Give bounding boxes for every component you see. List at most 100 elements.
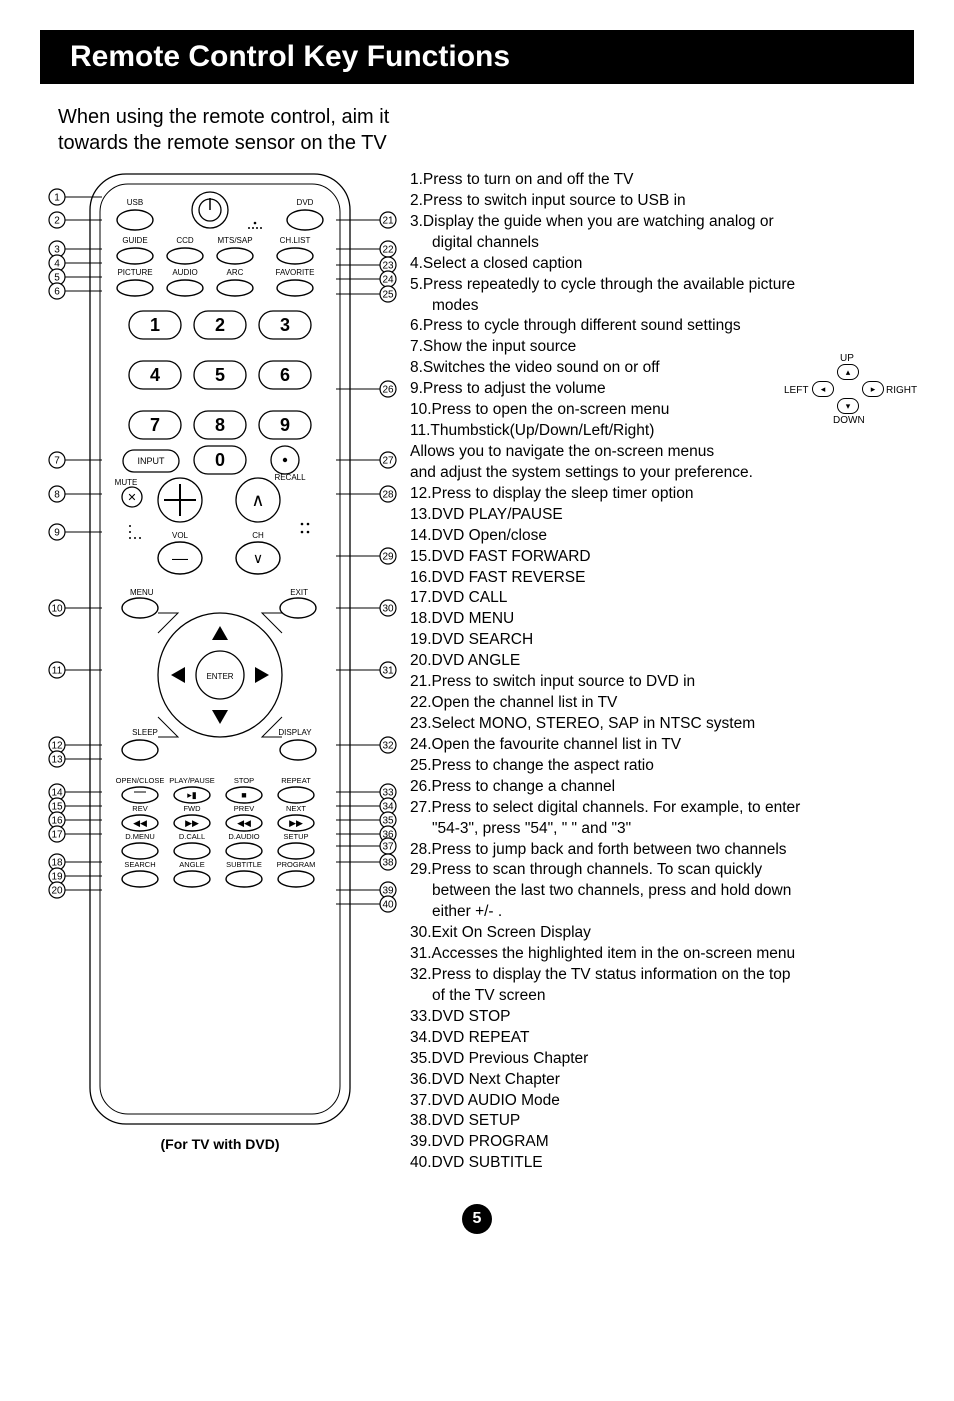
svg-text:9: 9 (280, 415, 290, 435)
svg-text:D.MENU: D.MENU (125, 832, 155, 841)
svg-text:38: 38 (382, 858, 394, 869)
svg-text:∨: ∨ (253, 550, 263, 566)
svg-text:DVD: DVD (297, 198, 314, 207)
desc-item: 17.DVD CALL (410, 588, 914, 609)
svg-text:25: 25 (382, 290, 394, 301)
svg-text:INPUT: INPUT (138, 456, 166, 466)
desc-item: 14.DVD Open/close (410, 526, 914, 547)
desc-item: 39.DVD PROGRAM (410, 1132, 914, 1153)
svg-text:DISPLAY: DISPLAY (278, 728, 312, 737)
desc-item: 2.Press to switch input source to USB in (410, 191, 914, 212)
svg-text:8: 8 (54, 490, 60, 501)
intro-line-2: towards the remote sensor on the TV (58, 132, 387, 154)
svg-text:◀◀: ◀◀ (237, 818, 251, 828)
svg-text:∧: ∧ (251, 490, 264, 510)
desc-item: 20.DVD ANGLE (410, 651, 914, 672)
svg-text:1: 1 (54, 193, 60, 204)
svg-text:12: 12 (51, 741, 63, 752)
desc-item: 19.DVD SEARCH (410, 630, 914, 651)
desc-item: 36.DVD Next Chapter (410, 1070, 914, 1091)
svg-text:35: 35 (382, 816, 394, 827)
desc-item: 25.Press to change the aspect ratio (410, 756, 914, 777)
thumb-left-icon: ◂ (812, 381, 834, 397)
desc-item: 27.Press to select digital channels. For… (410, 798, 914, 840)
svg-text:◀◀: ◀◀ (133, 818, 147, 828)
desc-item: 33.DVD STOP (410, 1007, 914, 1028)
svg-text:SLEEP: SLEEP (132, 728, 158, 737)
svg-text:▶▶: ▶▶ (185, 818, 199, 828)
svg-text:5: 5 (215, 365, 225, 385)
svg-text:32: 32 (382, 741, 394, 752)
svg-text:21: 21 (382, 216, 394, 227)
desc-item: 37.DVD AUDIO Mode (410, 1091, 914, 1112)
svg-text:▶▶: ▶▶ (289, 818, 303, 828)
svg-text:STOP: STOP (234, 776, 254, 785)
page-number: 5 (473, 1210, 482, 1228)
thumb-up-icon: ▴ (837, 364, 859, 380)
svg-text:22: 22 (382, 245, 394, 256)
svg-text:PREV: PREV (234, 804, 254, 813)
page-number-badge: 5 (462, 1204, 492, 1234)
svg-text:31: 31 (382, 666, 394, 677)
svg-text:18: 18 (51, 858, 63, 869)
intro-text: When using the remote control, aim it to… (58, 104, 914, 156)
svg-text:10: 10 (51, 604, 63, 615)
svg-text:40: 40 (382, 900, 394, 911)
desc-item: 13.DVD PLAY/PAUSE (410, 505, 914, 526)
svg-text:✕: ✕ (127, 492, 136, 504)
svg-text:VOL: VOL (172, 531, 189, 540)
svg-text:USB: USB (127, 198, 143, 207)
desc-item: 3.Display the guide when you are watchin… (410, 212, 914, 254)
svg-text:MENU: MENU (130, 588, 154, 597)
svg-text:14: 14 (51, 788, 63, 799)
svg-text:28: 28 (382, 490, 394, 501)
remote-diagram: USBDVDGUIDECCDMTS/SAPCH.LISTPICTUREAUDIO… (40, 170, 400, 1152)
svg-text:▸▮: ▸▮ (187, 790, 197, 800)
svg-text:CH.LIST: CH.LIST (280, 236, 311, 245)
svg-text:MUTE: MUTE (115, 478, 138, 487)
svg-text:23: 23 (382, 261, 394, 272)
svg-text:4: 4 (150, 365, 160, 385)
intro-line-1: When using the remote control, aim it (58, 106, 389, 128)
desc-item: 31.Accesses the highlighted item in the … (410, 944, 914, 965)
thumb-right-icon: ▸ (862, 381, 884, 397)
desc-item: 1.Press to turn on and off the TV (410, 170, 914, 191)
svg-text:29: 29 (382, 552, 394, 563)
svg-text:D.AUDIO: D.AUDIO (228, 832, 259, 841)
svg-text:4: 4 (54, 259, 60, 270)
desc-item: 16.DVD FAST REVERSE (410, 568, 914, 589)
remote-svg: USBDVDGUIDECCDMTS/SAPCH.LISTPICTUREAUDIO… (40, 170, 400, 1130)
svg-text:6: 6 (54, 287, 60, 298)
svg-text:20: 20 (51, 886, 63, 897)
desc-item: 32.Press to display the TV status inform… (410, 965, 914, 1007)
desc-item: 30.Exit On Screen Display (410, 923, 914, 944)
svg-text:34: 34 (382, 802, 394, 813)
svg-text:FWD: FWD (183, 804, 201, 813)
svg-text:6: 6 (280, 365, 290, 385)
desc-item: 38.DVD SETUP (410, 1111, 914, 1132)
svg-text:CCD: CCD (176, 236, 194, 245)
svg-text:33: 33 (382, 788, 394, 799)
svg-text:FAVORITE: FAVORITE (276, 268, 315, 277)
desc-item: 28.Press to jump back and forth between … (410, 840, 914, 861)
svg-text:■: ■ (241, 790, 246, 800)
svg-text:17: 17 (51, 830, 63, 841)
page-title: Remote Control Key Functions (40, 30, 914, 84)
thumb-down-label: DOWN (833, 414, 865, 428)
description-list: 1.Press to turn on and off the TV2.Press… (400, 170, 914, 1174)
desc-item: 4.Select a closed caption (410, 254, 914, 275)
desc-item: 15.DVD FAST FORWARD (410, 547, 914, 568)
desc-item: 21.Press to switch input source to DVD i… (410, 672, 914, 693)
svg-text:9: 9 (54, 528, 60, 539)
svg-text:PROGRAM: PROGRAM (277, 860, 316, 869)
thumb-left-label: LEFT (784, 384, 808, 398)
svg-text:2: 2 (215, 315, 225, 335)
svg-text:7: 7 (54, 456, 60, 467)
svg-text:27: 27 (382, 456, 394, 467)
desc-item: Allows you to navigate the on-screen men… (410, 442, 914, 463)
svg-text:ARC: ARC (227, 268, 244, 277)
svg-text:30: 30 (382, 604, 394, 615)
desc-item: 6.Press to cycle through different sound… (410, 316, 914, 337)
thumb-right-label: RIGHT (886, 384, 917, 398)
svg-text:PLAY/PAUSE: PLAY/PAUSE (169, 776, 215, 785)
